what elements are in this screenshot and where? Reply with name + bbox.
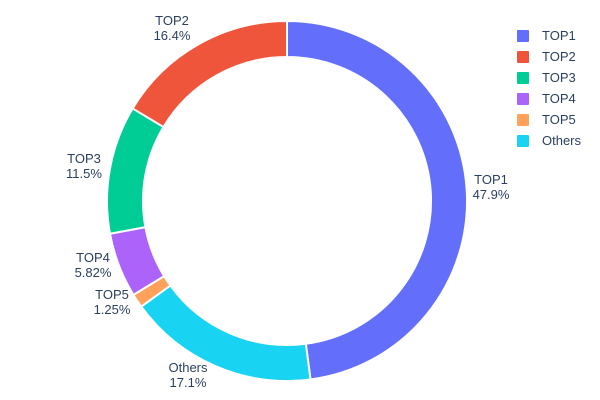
legend-item-top4[interactable]: TOP4 [517, 88, 581, 109]
legend-label-others: Others [542, 133, 582, 148]
legend-label-top5: TOP5 [542, 112, 576, 127]
legend-swatch-top1 [517, 29, 529, 42]
legend-item-top1[interactable]: TOP1 [517, 25, 581, 46]
legend-item-top3[interactable]: TOP3 [517, 67, 581, 88]
pie-slice-top2[interactable] [131, 20, 288, 128]
legend-swatch-top2 [517, 50, 529, 63]
legend-item-others[interactable]: Others [517, 130, 581, 151]
legend-label-top3: TOP3 [542, 70, 576, 85]
legend: TOP1 TOP2 TOP3 TOP4 TOP5 Others [517, 25, 581, 151]
legend-label-top1: TOP1 [542, 28, 576, 43]
legend-swatch-top5 [517, 113, 529, 126]
legend-swatch-others [517, 134, 529, 147]
pie-slice-top1[interactable] [286, 20, 468, 381]
legend-label-top4: TOP4 [542, 91, 576, 106]
legend-swatch-top3 [517, 71, 529, 84]
legend-item-top5[interactable]: TOP5 [517, 109, 581, 130]
legend-item-top2[interactable]: TOP2 [517, 46, 581, 67]
pie-slice-top3[interactable] [106, 107, 165, 235]
pie-slice-others[interactable] [140, 284, 312, 382]
legend-label-top2: TOP2 [542, 49, 576, 64]
legend-swatch-top4 [517, 92, 529, 105]
